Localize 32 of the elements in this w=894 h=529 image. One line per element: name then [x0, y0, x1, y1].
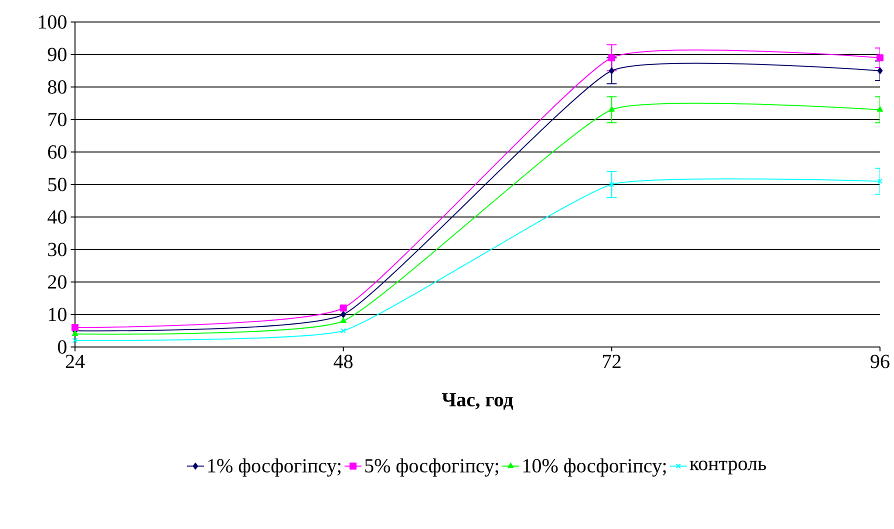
legend-label: 10% фосфогіпсу; — [523, 458, 666, 477]
legend-label: 5% фосфогіпсу; — [365, 458, 498, 477]
point — [340, 317, 346, 323]
x-tick-label: 72 — [602, 354, 621, 368]
y-tick-label: 50 — [48, 178, 66, 192]
y-tick-label: 0 — [58, 340, 66, 354]
legend-label: контроль — [690, 460, 766, 474]
legend-label: 1% фосфогіпсу; — [208, 458, 340, 477]
point — [340, 304, 347, 312]
point — [340, 328, 346, 334]
y-tick-label: 70 — [48, 112, 66, 126]
x-tick-label: 24 — [66, 354, 85, 368]
y-tick-label: 40 — [48, 210, 66, 224]
x-tick-label: 96 — [870, 354, 890, 368]
y-tick-label: 10 — [48, 308, 66, 322]
point — [340, 310, 346, 318]
y-tick-label: 20 — [48, 275, 66, 289]
point — [72, 324, 79, 331]
point — [72, 330, 78, 336]
y-tick-label: 30 — [48, 242, 66, 256]
point — [877, 67, 883, 74]
x-tick-label: 48 — [334, 354, 353, 368]
point — [608, 67, 614, 74]
y-tick-label: 100 — [38, 15, 66, 29]
y-tick-label: 80 — [48, 80, 66, 94]
point — [876, 106, 884, 112]
point — [876, 54, 884, 62]
y-tick-label: 90 — [48, 48, 66, 62]
point — [608, 106, 615, 112]
x-axis-title: Час, год — [442, 393, 514, 410]
y-tick-label: 60 — [48, 145, 66, 159]
point — [608, 54, 616, 62]
